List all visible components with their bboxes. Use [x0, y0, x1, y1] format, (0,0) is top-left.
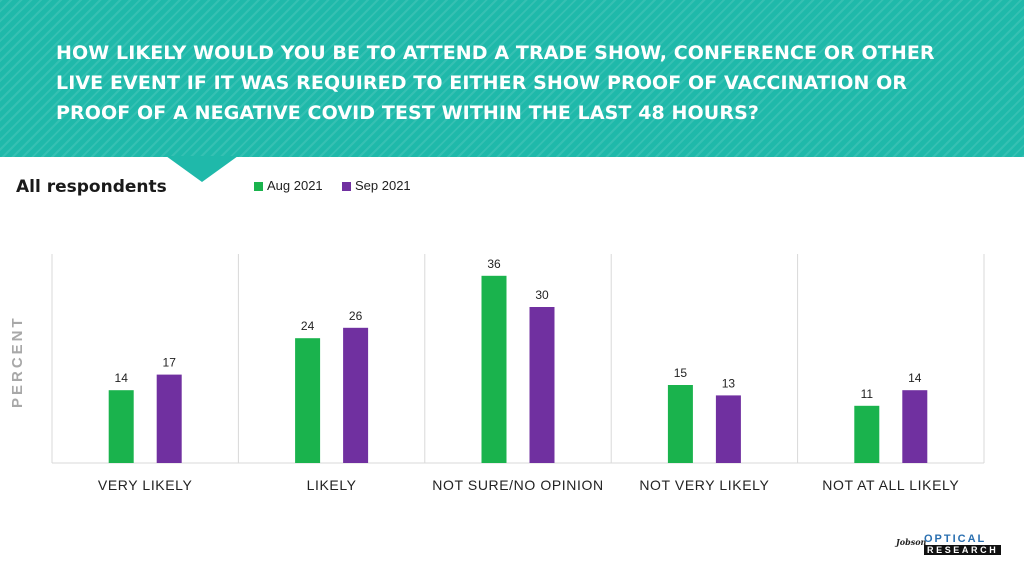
question-line: HOW LIKELY WOULD YOU BE TO ATTEND A TRAD…: [56, 42, 935, 64]
bar-aug: [108, 390, 134, 463]
category-label: NOT SURE/NO OPINION: [432, 477, 603, 493]
legend-swatch-sep: [342, 182, 351, 191]
data-label: 15: [674, 366, 688, 380]
bar-sep: [529, 307, 555, 463]
logo-research: RESEARCH: [924, 545, 1002, 555]
logo-optical: OPTICAL: [924, 533, 987, 545]
data-label: 30: [535, 288, 549, 302]
bar-sep: [715, 395, 741, 463]
category-label: NOT VERY LIKELY: [639, 477, 769, 493]
category-label: LIKELY: [307, 477, 357, 493]
bar-sep: [156, 374, 182, 463]
legend-swatch-aug: [254, 182, 263, 191]
data-label: 11: [861, 387, 874, 401]
data-label: 13: [722, 376, 736, 390]
header-pointer: [166, 156, 238, 182]
legend-label-aug: Aug 2021: [267, 178, 323, 193]
bar-aug: [667, 385, 693, 463]
data-label: 14: [115, 371, 129, 385]
data-label: 26: [349, 309, 363, 323]
category-label: VERY LIKELY: [98, 477, 193, 493]
bar-sep: [902, 390, 928, 463]
question-line: LIVE EVENT IF IT WAS REQUIRED TO EITHER …: [56, 72, 908, 94]
header-banner: HOW LIKELY WOULD YOU BE TO ATTEND A TRAD…: [0, 0, 1024, 157]
data-label: 24: [301, 319, 315, 333]
data-label: 17: [163, 356, 177, 370]
bar-aug: [481, 275, 507, 463]
legend-label-sep: Sep 2021: [355, 178, 411, 193]
data-label: 36: [487, 257, 501, 271]
question-title: HOW LIKELY WOULD YOU BE TO ATTEND A TRAD…: [56, 38, 956, 128]
bar-aug: [295, 338, 321, 463]
bar-sep: [343, 327, 369, 463]
logo: Jobson OPTICAL RESEARCH: [896, 533, 1006, 557]
logo-script: Jobson: [896, 537, 927, 547]
data-label: 14: [908, 371, 922, 385]
category-label: NOT AT ALL LIKELY: [822, 477, 959, 493]
bar-aug: [854, 405, 880, 463]
chart-subtitle: All respondents: [16, 177, 167, 197]
question-line: PROOF OF A NEGATIVE COVID TEST WITHIN TH…: [56, 102, 759, 124]
